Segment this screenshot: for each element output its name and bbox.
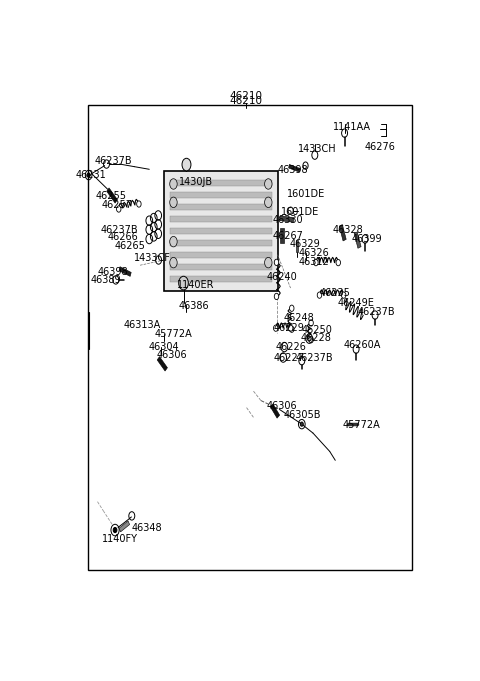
Bar — [170, 276, 272, 282]
Circle shape — [117, 206, 121, 212]
Text: 46398: 46398 — [277, 165, 308, 175]
Text: 46328: 46328 — [333, 225, 363, 234]
Circle shape — [137, 201, 141, 207]
Circle shape — [341, 292, 346, 298]
Circle shape — [274, 259, 279, 266]
Text: 46267: 46267 — [273, 231, 304, 241]
Circle shape — [264, 178, 272, 189]
Text: 46229: 46229 — [274, 323, 305, 332]
Text: 1140FY: 1140FY — [102, 535, 138, 545]
FancyBboxPatch shape — [164, 171, 277, 291]
Text: 46235: 46235 — [319, 287, 350, 298]
Text: 1140ER: 1140ER — [177, 280, 215, 290]
Circle shape — [179, 276, 188, 290]
Text: 46329: 46329 — [289, 239, 320, 249]
Circle shape — [264, 197, 272, 208]
Text: 1433CF: 1433CF — [133, 253, 170, 264]
Text: 1601DE: 1601DE — [287, 189, 325, 199]
Circle shape — [309, 320, 313, 326]
Circle shape — [300, 422, 303, 426]
Text: 1141AA: 1141AA — [334, 123, 372, 132]
Polygon shape — [288, 164, 300, 172]
Text: 46265: 46265 — [115, 241, 146, 251]
Text: 46305B: 46305B — [284, 410, 321, 420]
Text: 1433CH: 1433CH — [298, 144, 336, 154]
Bar — [170, 228, 272, 234]
Bar — [170, 192, 272, 197]
Text: 46240: 46240 — [266, 272, 297, 282]
Circle shape — [113, 527, 117, 533]
Text: 46227: 46227 — [274, 353, 305, 362]
Circle shape — [274, 325, 278, 332]
Circle shape — [170, 257, 177, 268]
Text: 46266: 46266 — [108, 232, 138, 242]
Text: 46304: 46304 — [148, 342, 179, 352]
Text: 46330: 46330 — [273, 215, 303, 225]
Text: 46398: 46398 — [97, 266, 128, 276]
Circle shape — [170, 236, 177, 247]
Bar — [170, 216, 272, 222]
Bar — [170, 240, 272, 246]
Text: 46237B: 46237B — [94, 157, 132, 166]
Text: 46255: 46255 — [96, 191, 126, 200]
Polygon shape — [280, 228, 284, 242]
Text: 46231: 46231 — [76, 170, 107, 180]
Circle shape — [170, 178, 177, 189]
Text: 45772A: 45772A — [343, 419, 381, 430]
Text: 46237B: 46237B — [358, 307, 395, 317]
Bar — [170, 204, 272, 210]
Circle shape — [309, 336, 313, 343]
Circle shape — [289, 326, 294, 332]
Text: 46210: 46210 — [229, 95, 263, 106]
Polygon shape — [119, 267, 131, 276]
Text: 46248: 46248 — [284, 313, 314, 323]
Polygon shape — [270, 404, 280, 418]
Polygon shape — [157, 357, 168, 371]
Text: 46237B: 46237B — [295, 353, 333, 362]
Text: 46210: 46210 — [229, 91, 263, 101]
Text: 46228: 46228 — [301, 333, 332, 343]
Text: 45772A: 45772A — [154, 329, 192, 339]
Bar — [170, 264, 272, 270]
Text: 46237B: 46237B — [101, 225, 139, 234]
Bar — [88, 106, 411, 571]
Circle shape — [288, 325, 293, 332]
Bar — [170, 180, 272, 185]
Text: 46313A: 46313A — [123, 320, 160, 330]
Polygon shape — [339, 225, 346, 241]
Circle shape — [264, 257, 272, 268]
Bar — [170, 252, 272, 258]
Text: 46260A: 46260A — [344, 340, 381, 350]
Circle shape — [314, 259, 318, 266]
Text: 46386: 46386 — [179, 301, 210, 311]
Text: 46399: 46399 — [352, 234, 383, 244]
Text: 46250: 46250 — [302, 325, 333, 335]
Circle shape — [182, 158, 191, 171]
Text: 46389: 46389 — [91, 275, 121, 285]
Polygon shape — [107, 188, 118, 203]
Polygon shape — [119, 521, 130, 532]
Circle shape — [289, 305, 294, 311]
Text: 46348: 46348 — [132, 524, 162, 533]
Polygon shape — [354, 232, 361, 249]
Text: 46276: 46276 — [365, 142, 396, 152]
Circle shape — [87, 173, 90, 177]
Text: 46249E: 46249E — [337, 298, 374, 308]
Text: 46257: 46257 — [102, 200, 132, 210]
Circle shape — [170, 197, 177, 208]
Polygon shape — [296, 240, 298, 251]
Text: 46312: 46312 — [298, 257, 329, 266]
Circle shape — [274, 294, 279, 300]
Polygon shape — [280, 216, 294, 222]
Text: 46306: 46306 — [266, 401, 297, 411]
Text: 46326: 46326 — [298, 248, 329, 257]
Text: 1430JB: 1430JB — [179, 177, 213, 187]
Circle shape — [336, 259, 340, 266]
Text: 1601DE: 1601DE — [281, 207, 320, 217]
Circle shape — [317, 292, 322, 298]
Text: 46226: 46226 — [276, 342, 306, 352]
Text: 46306: 46306 — [156, 350, 187, 360]
